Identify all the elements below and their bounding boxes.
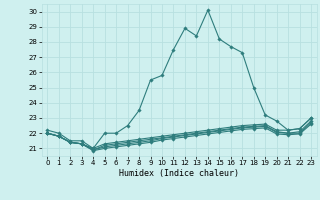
X-axis label: Humidex (Indice chaleur): Humidex (Indice chaleur): [119, 169, 239, 178]
